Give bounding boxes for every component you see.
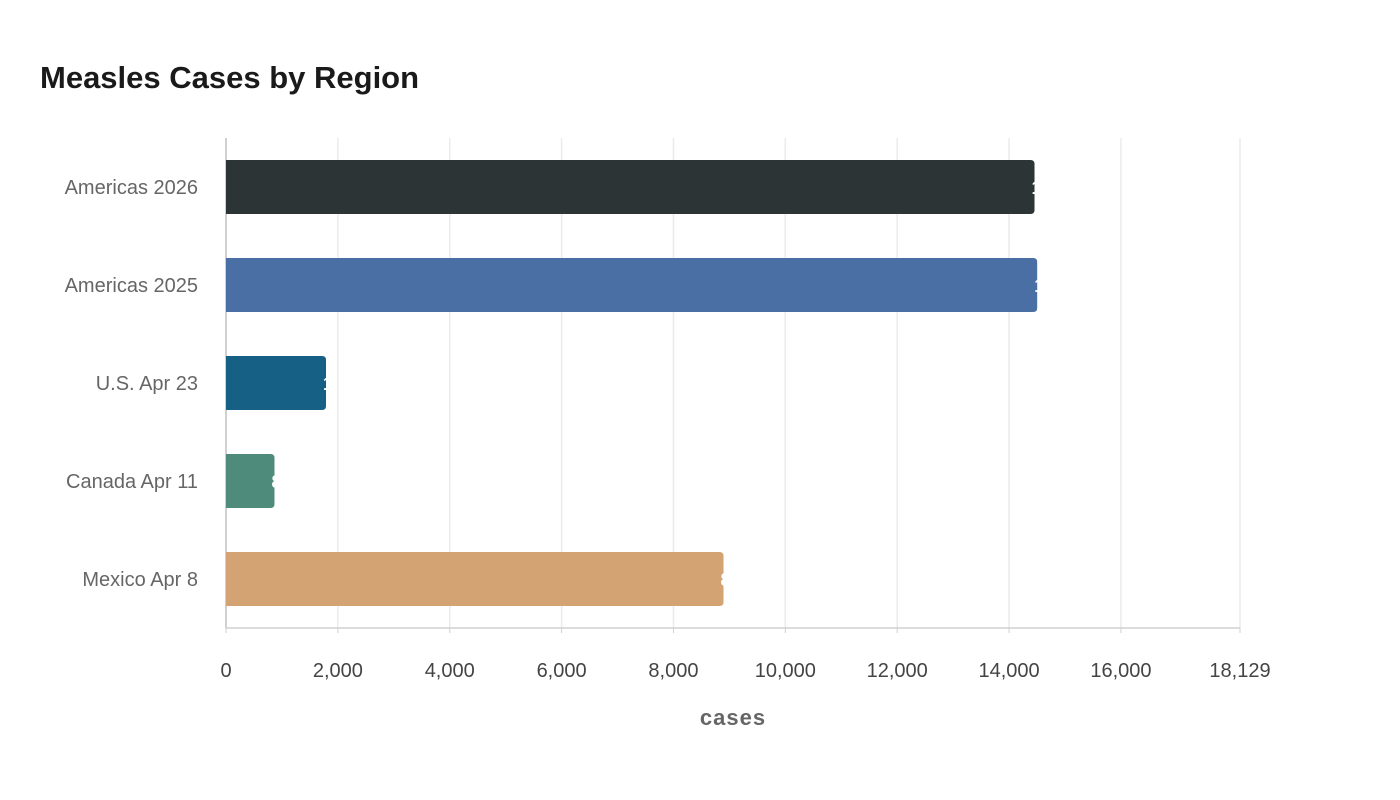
bar [226,258,1038,312]
x-tick-label: 12,000 [867,660,928,682]
bar [226,454,275,508]
x-tick-label: 6,000 [537,660,587,682]
x-tick-label: 8,000 [648,660,698,682]
x-tick-label: 4,000 [425,660,475,682]
x-tick-label: 0 [220,660,231,682]
data-label: 1,788 [323,374,368,394]
y-tick-label: Americas 2025 [65,275,198,297]
data-label: 8,895 [721,570,766,590]
data-label: 14,503 [1034,276,1089,296]
x-tick-label: 18,129 [1209,660,1270,682]
y-tick-label: Canada Apr 11 [66,471,198,493]
y-tick-label: U.S. Apr 23 [96,373,198,395]
x-tick-label: 14,000 [978,660,1039,682]
y-tick-label: Americas 2026 [65,177,198,199]
bar [226,356,327,410]
data-label: 867 [271,472,301,492]
x-axis-label: cases [700,705,766,730]
bar [226,160,1035,214]
x-tick-label: 10,000 [755,660,816,682]
x-tick-label: 16,000 [1090,660,1151,682]
y-tick-label: Mexico Apr 8 [82,569,198,591]
bar [226,552,724,606]
data-label: 14,455 [1032,178,1087,198]
x-tick-label: 2,000 [313,660,363,682]
chart-title: Measles Cases by Region [40,60,420,95]
